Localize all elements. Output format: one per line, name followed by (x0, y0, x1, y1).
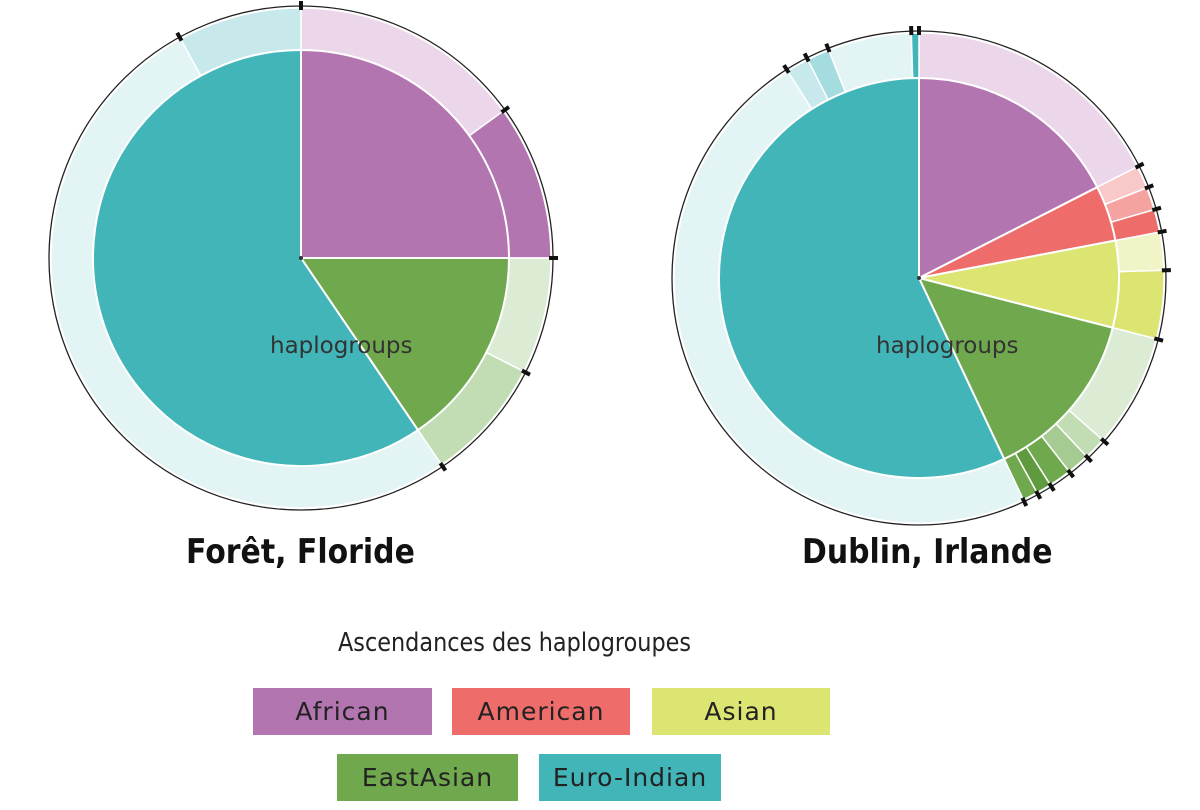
inner-slice-euro-indian (92, 48, 420, 467)
outer-tick (1034, 489, 1043, 500)
outer-slice-asian (1111, 269, 1165, 340)
outer-tick (521, 368, 531, 377)
inner-slice-euro-indian (718, 76, 1006, 479)
inner-pie (718, 76, 1120, 479)
outer-tick (824, 42, 832, 53)
outer-tick (1020, 497, 1029, 507)
outer-tick (1083, 453, 1093, 464)
outer-slice-euro-indian (910, 32, 920, 79)
inner-pie (92, 48, 511, 467)
outer-tick (1151, 205, 1162, 213)
center-label: haplogroups (270, 333, 413, 359)
legend-item-african: African (253, 688, 432, 735)
outer-tick (1157, 228, 1167, 235)
center-dot (299, 256, 303, 260)
outer-tick (1153, 336, 1164, 343)
pie-chart-dublin-irlande: haplogroups (671, 26, 1171, 526)
center-dot (917, 276, 921, 280)
pie-chart-foret-floride: haplogroups (48, 1, 558, 511)
legend-item-american: American (452, 688, 630, 735)
outer-ticks (48, 1, 558, 511)
legend-item-euro-indian: Εuro-Indian (539, 754, 721, 801)
outer-tick (1099, 437, 1110, 447)
outer-ticks (671, 26, 1171, 526)
inner-slice-african (918, 76, 1099, 280)
legend-item-asian: Asian (652, 688, 830, 735)
outer-tick (1144, 183, 1155, 191)
inner-slice-african (300, 48, 511, 259)
chart-title-dublin-irlande: Dublin, Irlande (802, 532, 1053, 572)
legend-item-eastasian: ΕastAsian (337, 754, 518, 801)
outer-tick (1134, 161, 1145, 170)
outer-tick (1066, 468, 1076, 479)
outer-tick (802, 52, 811, 63)
outer-ring (50, 7, 552, 509)
outer-tick (1047, 482, 1056, 492)
outer-tick (500, 105, 511, 114)
outer-tick (175, 31, 184, 42)
center-label: haplogroups (876, 333, 1019, 359)
inner-slice-eastasian (299, 257, 511, 432)
outer-tick (438, 461, 448, 472)
inner-slice-eastasian (917, 276, 1114, 461)
outer-tick (782, 64, 791, 74)
chart-title-foret-floride: Forêt, Floride (186, 532, 415, 572)
legend-title: Ascendances des haplogroupes (338, 628, 692, 658)
charts-svg: haplogroups haplogroups (48, 1, 1171, 526)
